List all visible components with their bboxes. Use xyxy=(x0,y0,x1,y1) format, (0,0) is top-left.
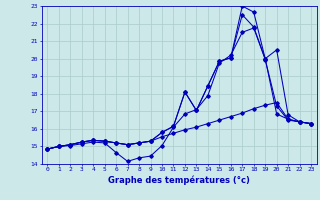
X-axis label: Graphe des températures (°c): Graphe des températures (°c) xyxy=(108,175,250,185)
